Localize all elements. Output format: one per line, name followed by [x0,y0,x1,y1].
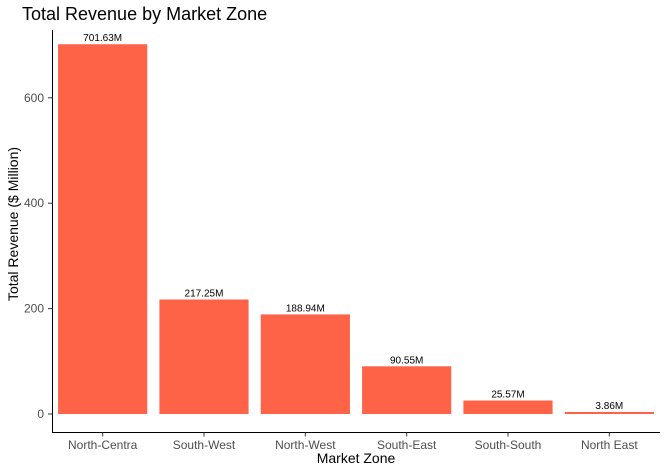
y-axis-ticks: 0 200 400 600 [24,91,53,421]
data-label: 188.94M [286,303,325,314]
bar [159,299,249,414]
bar [58,44,148,414]
y-tick-label: 600 [24,91,44,105]
plot-area: 701.63M 217.25M 188.94M 90.55M 25.57M 3.86M 0… [24,30,660,452]
bar [564,411,654,414]
data-label: 3.86M [595,401,623,412]
bar [260,314,350,414]
x-tick-label: South-East [377,438,437,452]
data-label: 217.25M [185,289,224,300]
y-axis-title: Total Revenue ($ Million) [5,147,21,301]
x-axis-ticks: North-Centra South-West North-West South-Ea… [68,432,638,452]
y-tick-label: 400 [24,196,44,210]
x-tick-label: North-Centra [68,438,138,452]
x-tick-label: South-South [475,438,542,452]
x-axis-title: Market Zone [317,450,396,466]
x-tick-label: North-West [275,438,336,452]
x-tick-label: North East [581,438,638,452]
data-labels-layer: 701.63M 217.25M 188.94M 90.55M 25.57M 3.86M [83,33,623,412]
y-tick-label: 200 [24,302,44,316]
bar [362,366,452,414]
data-label: 25.57M [491,390,524,401]
bars-layer [58,44,654,414]
chart-title: Total Revenue by Market Zone [22,4,267,24]
bar [463,400,553,414]
data-label: 90.55M [390,355,423,366]
y-tick-label: 0 [37,407,44,421]
x-tick-label: South-West [173,438,236,452]
data-label: 701.63M [83,33,122,44]
